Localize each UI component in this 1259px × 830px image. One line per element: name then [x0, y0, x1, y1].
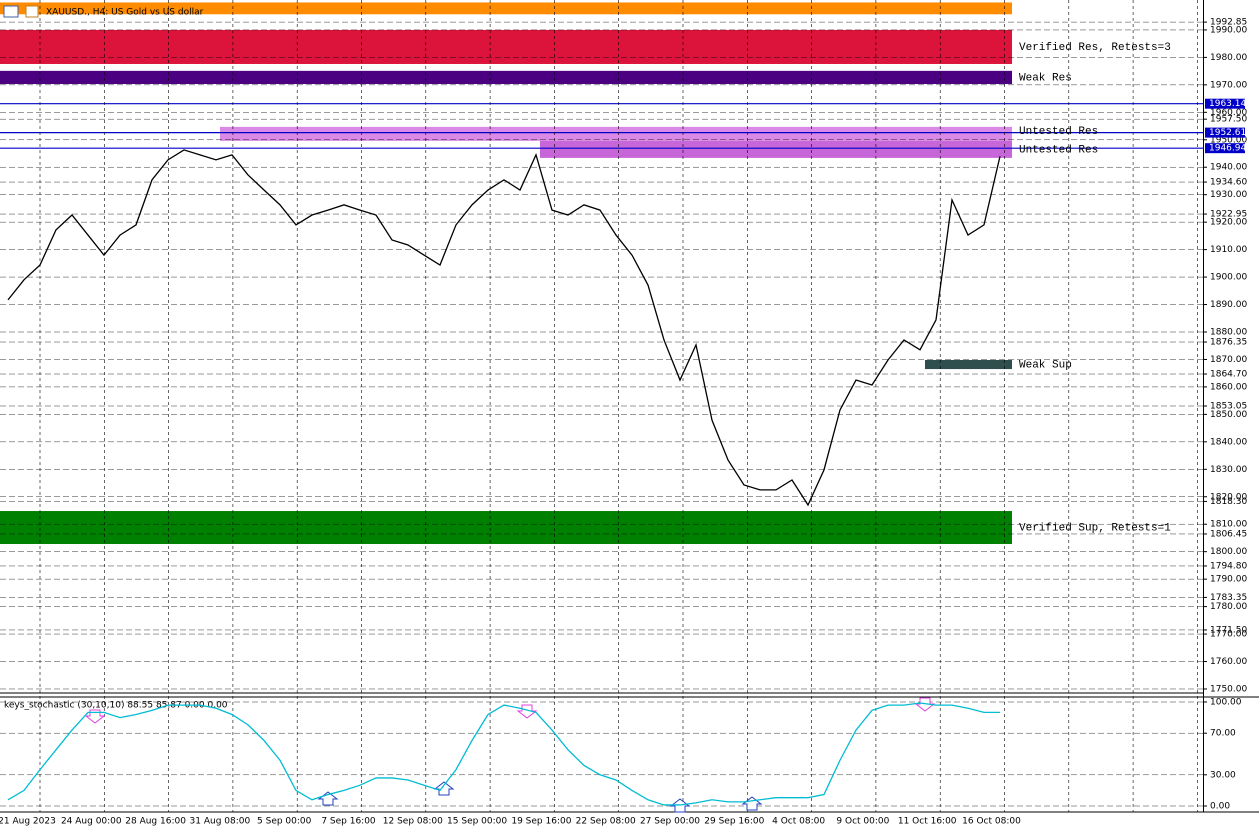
zone: [0, 70, 1012, 85]
y-tick-label: 1890.00: [1210, 300, 1247, 310]
y-tick-label: 1750.00: [1210, 684, 1247, 694]
y-tick-label: 1920.00: [1210, 218, 1247, 228]
zone-label: Untested Res: [1019, 144, 1098, 156]
down-arrow: [84, 709, 106, 724]
y-tick-label: 1990.00: [1210, 25, 1247, 35]
y-tick-label: 1820.00: [1210, 492, 1247, 502]
y-tick-label: 30.00: [1210, 770, 1236, 780]
price-level-label: 1952.61: [1209, 128, 1246, 138]
y-tick-label: 100.00: [1210, 698, 1242, 708]
y-tick-label: 1840.00: [1210, 437, 1247, 447]
up-arrow: [741, 796, 763, 811]
x-tick-label: 21 Aug 2023: [0, 817, 56, 827]
window-title: XAUUSD., H4: US Gold vs US dollar: [46, 8, 204, 18]
y-tick-label: 1810.00: [1210, 520, 1247, 530]
zone: [925, 360, 1012, 370]
x-tick-label: 4 Oct 08:00: [772, 817, 825, 827]
y-tick-label: 1980.00: [1210, 53, 1247, 63]
price-level-label: 1963.14: [1209, 99, 1246, 109]
price-line: [7, 702, 1000, 806]
y-tick-label: 1790.00: [1210, 575, 1247, 585]
indicator-title: keys_stochastic (30,10,10) 88.55 85.87 0…: [4, 701, 228, 711]
y-tick-label: 1850.00: [1210, 410, 1247, 420]
y-tick-label: 1957.50: [1210, 115, 1247, 125]
y-tick-label: 1880.00: [1210, 327, 1247, 337]
y-tick-label: 1760.00: [1210, 657, 1247, 667]
y-tick-label: 1864.70: [1210, 370, 1247, 380]
x-tick-label: 16 Oct 08:00: [962, 817, 1021, 827]
x-tick-label: 15 Sep 00:00: [447, 817, 507, 827]
y-tick-label: 1992.85: [1210, 18, 1247, 28]
x-tick-label: 12 Sep 08:00: [383, 817, 443, 827]
y-tick-label: 1870.00: [1210, 355, 1247, 365]
zone: [540, 140, 1012, 158]
x-tick-label: 9 Oct 00:00: [836, 817, 889, 827]
zone: [0, 511, 1012, 544]
y-tick-label: 1780.00: [1210, 602, 1247, 612]
y-tick-label: 1771.50: [1210, 625, 1247, 635]
price-level-label: 1946.94: [1209, 144, 1246, 154]
x-tick-label: 28 Aug 16:00: [125, 817, 186, 827]
x-tick-label: 19 Sep 16:00: [511, 817, 571, 827]
y-tick-label: 1806.45: [1210, 529, 1247, 539]
x-tick-label: 22 Sep 08:00: [576, 817, 636, 827]
zone-label: Verified Res, Retests=3: [1019, 42, 1171, 54]
y-tick-label: 1783.35: [1210, 593, 1247, 603]
zone-label: Weak Sup: [1019, 359, 1072, 371]
x-tick-label: 5 Sep 00:00: [257, 817, 312, 827]
zone-label: Weak Res: [1019, 72, 1072, 84]
price-level-tag: [1205, 143, 1245, 154]
price-level-tag: [1205, 98, 1245, 109]
x-tick-label: 11 Oct 16:00: [898, 817, 957, 827]
y-tick-label: 1940.00: [1210, 163, 1247, 173]
y-tick-label: 1876.35: [1210, 338, 1247, 348]
price-line: [7, 149, 1001, 507]
zone: [220, 126, 1012, 141]
zone-label: Untested Res: [1019, 126, 1098, 138]
y-tick-label: 1934.60: [1210, 178, 1247, 188]
y-tick-label: 1794.80: [1210, 561, 1247, 571]
y-tick-label: 1950.00: [1210, 135, 1247, 145]
zone: [0, 2, 1012, 15]
y-tick-label: 1930.00: [1210, 190, 1247, 200]
down-arrow: [914, 697, 936, 712]
zone-label: Verified Sup, Retests=1: [1019, 522, 1171, 534]
up-arrow: [317, 791, 339, 806]
y-tick-label: 1910.00: [1210, 245, 1247, 255]
y-tick-label: 1922.95: [1210, 210, 1247, 220]
y-tick-label: 70.00: [1210, 729, 1236, 739]
y-tick-label: 1853.05: [1210, 402, 1247, 412]
x-tick-label: 29 Sep 16:00: [704, 817, 764, 827]
x-tick-label: 27 Sep 00:00: [640, 817, 700, 827]
y-tick-label: 1900.00: [1210, 273, 1247, 283]
x-tick-label: 7 Sep 16:00: [321, 817, 376, 827]
y-tick-label: 1960.00: [1210, 108, 1247, 118]
price-level-tag: [1205, 127, 1245, 138]
y-tick-label: 1800.00: [1210, 547, 1247, 557]
y-tick-label: 1770.00: [1210, 630, 1247, 640]
y-tick-label: 0.00: [1210, 802, 1230, 812]
menu-icon[interactable]: [3, 5, 19, 18]
window-icon[interactable]: [25, 5, 39, 18]
y-tick-label: 1860.00: [1210, 382, 1247, 392]
x-tick-label: 31 Aug 08:00: [190, 817, 251, 827]
x-tick-label: 24 Aug 00:00: [61, 817, 122, 827]
y-tick-label: 1970.00: [1210, 80, 1247, 90]
y-tick-label: 1830.00: [1210, 465, 1247, 475]
zone: [0, 29, 1012, 64]
y-tick-label: 1818.30: [1210, 497, 1247, 507]
